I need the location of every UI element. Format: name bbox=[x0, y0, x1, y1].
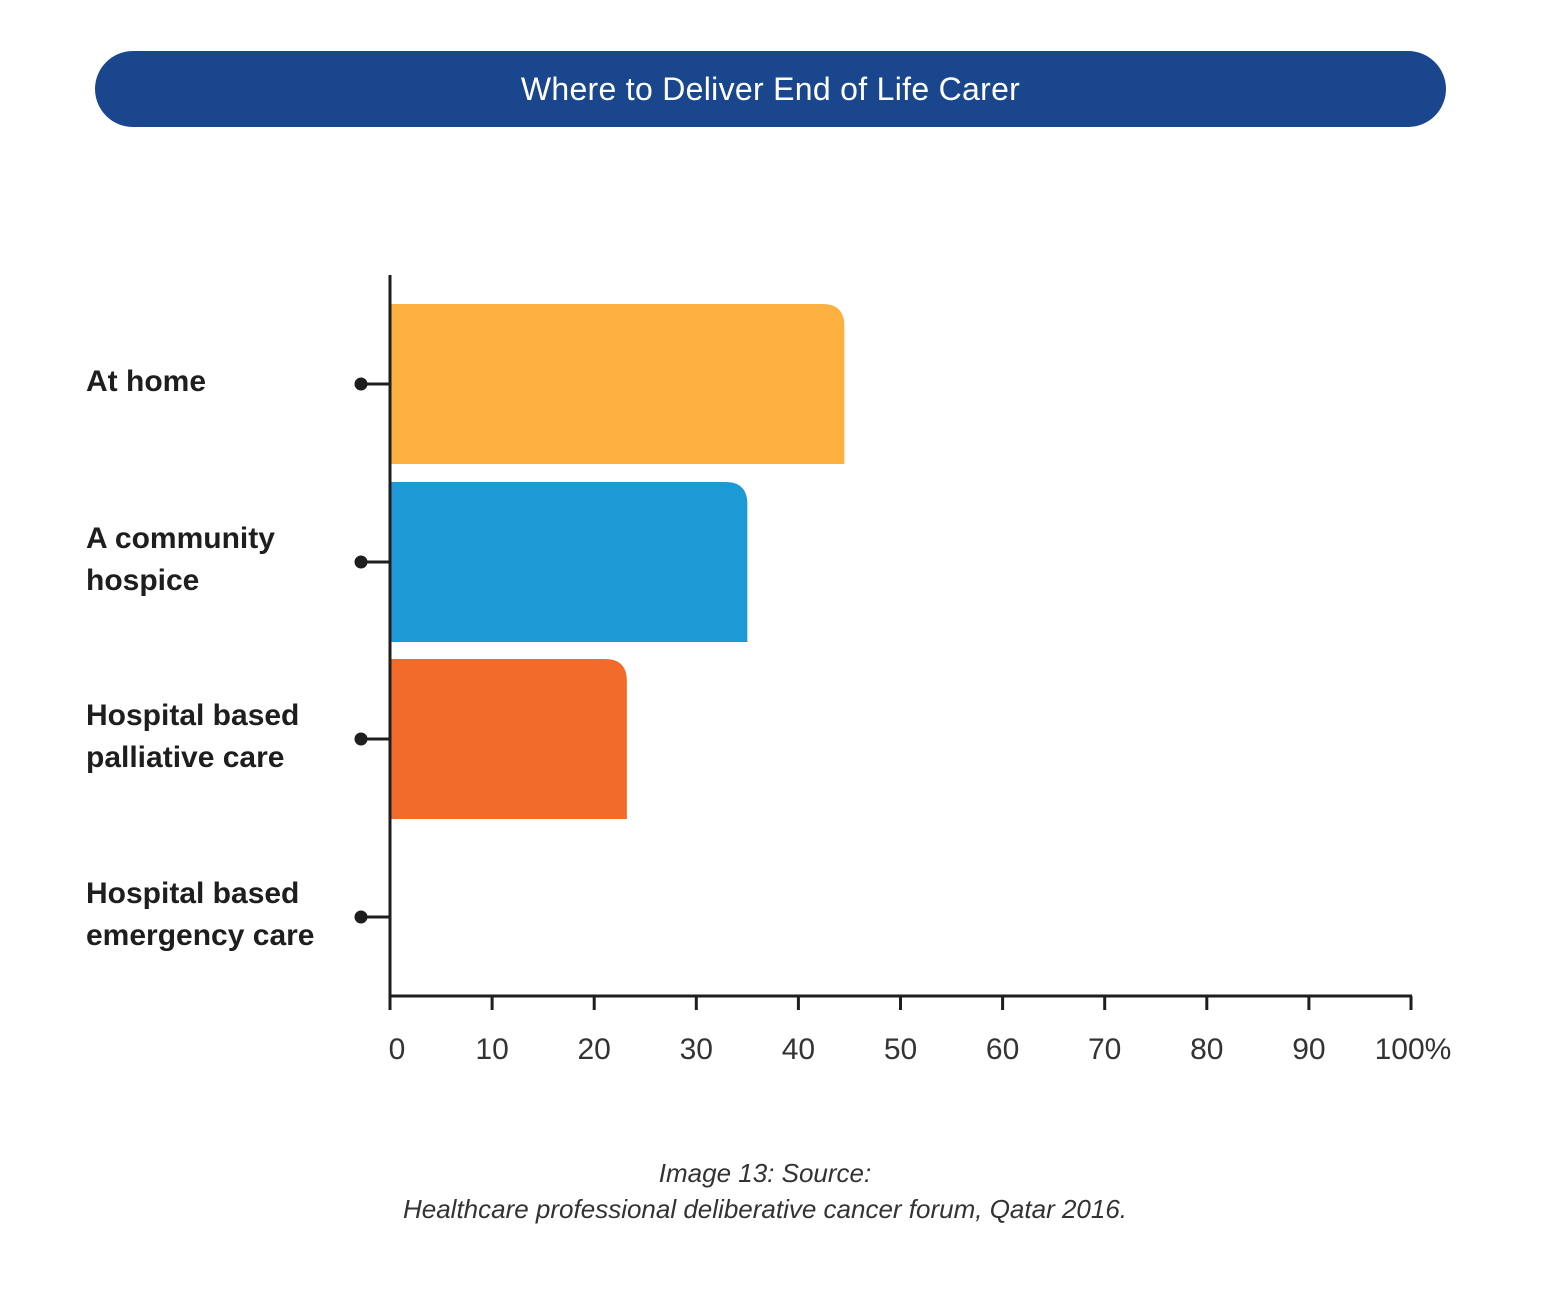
x-tick-label-3: 30 bbox=[680, 1033, 713, 1066]
x-tick-label-0: 0 bbox=[389, 1033, 406, 1066]
category-label-0: At home bbox=[86, 361, 356, 403]
category-label-line: hospice bbox=[86, 564, 200, 597]
category-label-2: Hospital based palliative care bbox=[86, 695, 356, 779]
category-label-3: Hospital based emergency care bbox=[86, 873, 356, 957]
x-tick-label-7: 70 bbox=[1088, 1033, 1121, 1066]
chart-title: Where to Deliver End of Life Carer bbox=[520, 70, 1021, 107]
category-label-line: At home bbox=[86, 365, 206, 398]
chart-title-banner: Where to Deliver End of Life Carer bbox=[95, 51, 1446, 127]
category-tick-dot-3 bbox=[354, 910, 368, 924]
bar-2 bbox=[390, 659, 627, 819]
category-label-line: emergency care bbox=[86, 919, 315, 952]
x-tick-label-10: 100% bbox=[1375, 1033, 1452, 1066]
category-tick-dot-1 bbox=[354, 555, 368, 569]
category-tick-dot-2 bbox=[354, 732, 368, 746]
x-tick-label-6: 60 bbox=[986, 1033, 1019, 1066]
bar-0 bbox=[390, 304, 845, 464]
x-tick-label-1: 10 bbox=[475, 1033, 508, 1066]
figure-caption: Image 13: Source: Healthcare professiona… bbox=[0, 1155, 1530, 1227]
caption-line-1: Image 13: Source: bbox=[658, 1158, 872, 1188]
category-tick-dot-0 bbox=[354, 377, 368, 391]
category-label-line: A community bbox=[86, 522, 275, 555]
category-label-line: palliative care bbox=[86, 741, 285, 774]
category-label-line: Hospital based bbox=[86, 699, 300, 732]
caption-line-2: Healthcare professional deliberative can… bbox=[402, 1194, 1128, 1224]
x-tick-label-2: 20 bbox=[578, 1033, 611, 1066]
category-label-1: A community hospice bbox=[86, 518, 356, 602]
x-tick-label-4: 40 bbox=[782, 1033, 815, 1066]
category-label-line: Hospital based bbox=[86, 877, 300, 910]
bar-1 bbox=[390, 482, 748, 642]
x-tick-label-9: 90 bbox=[1292, 1033, 1325, 1066]
x-tick-label-5: 50 bbox=[884, 1033, 917, 1066]
x-tick-label-8: 80 bbox=[1190, 1033, 1223, 1066]
